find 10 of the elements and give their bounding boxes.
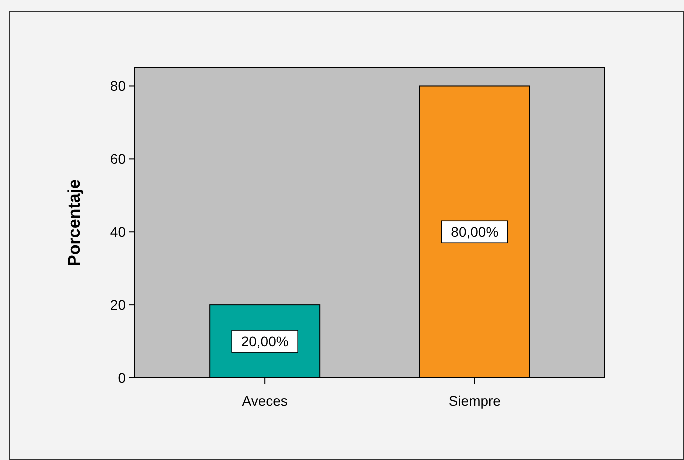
x-tick-label: Aveces bbox=[242, 393, 288, 409]
y-tick-label: 40 bbox=[110, 224, 126, 240]
y-tick-label: 20 bbox=[110, 297, 126, 314]
data-label: 20,00% bbox=[241, 334, 289, 350]
x-tick-label: Siempre bbox=[448, 393, 502, 409]
y-tick-label: 60 bbox=[110, 151, 126, 168]
y-tick-label: 0 bbox=[118, 370, 126, 386]
y-tick-label: 80 bbox=[110, 78, 126, 94]
y-axis-title: Porcentaje bbox=[65, 180, 84, 266]
data-label: 80,00% bbox=[451, 224, 499, 240]
